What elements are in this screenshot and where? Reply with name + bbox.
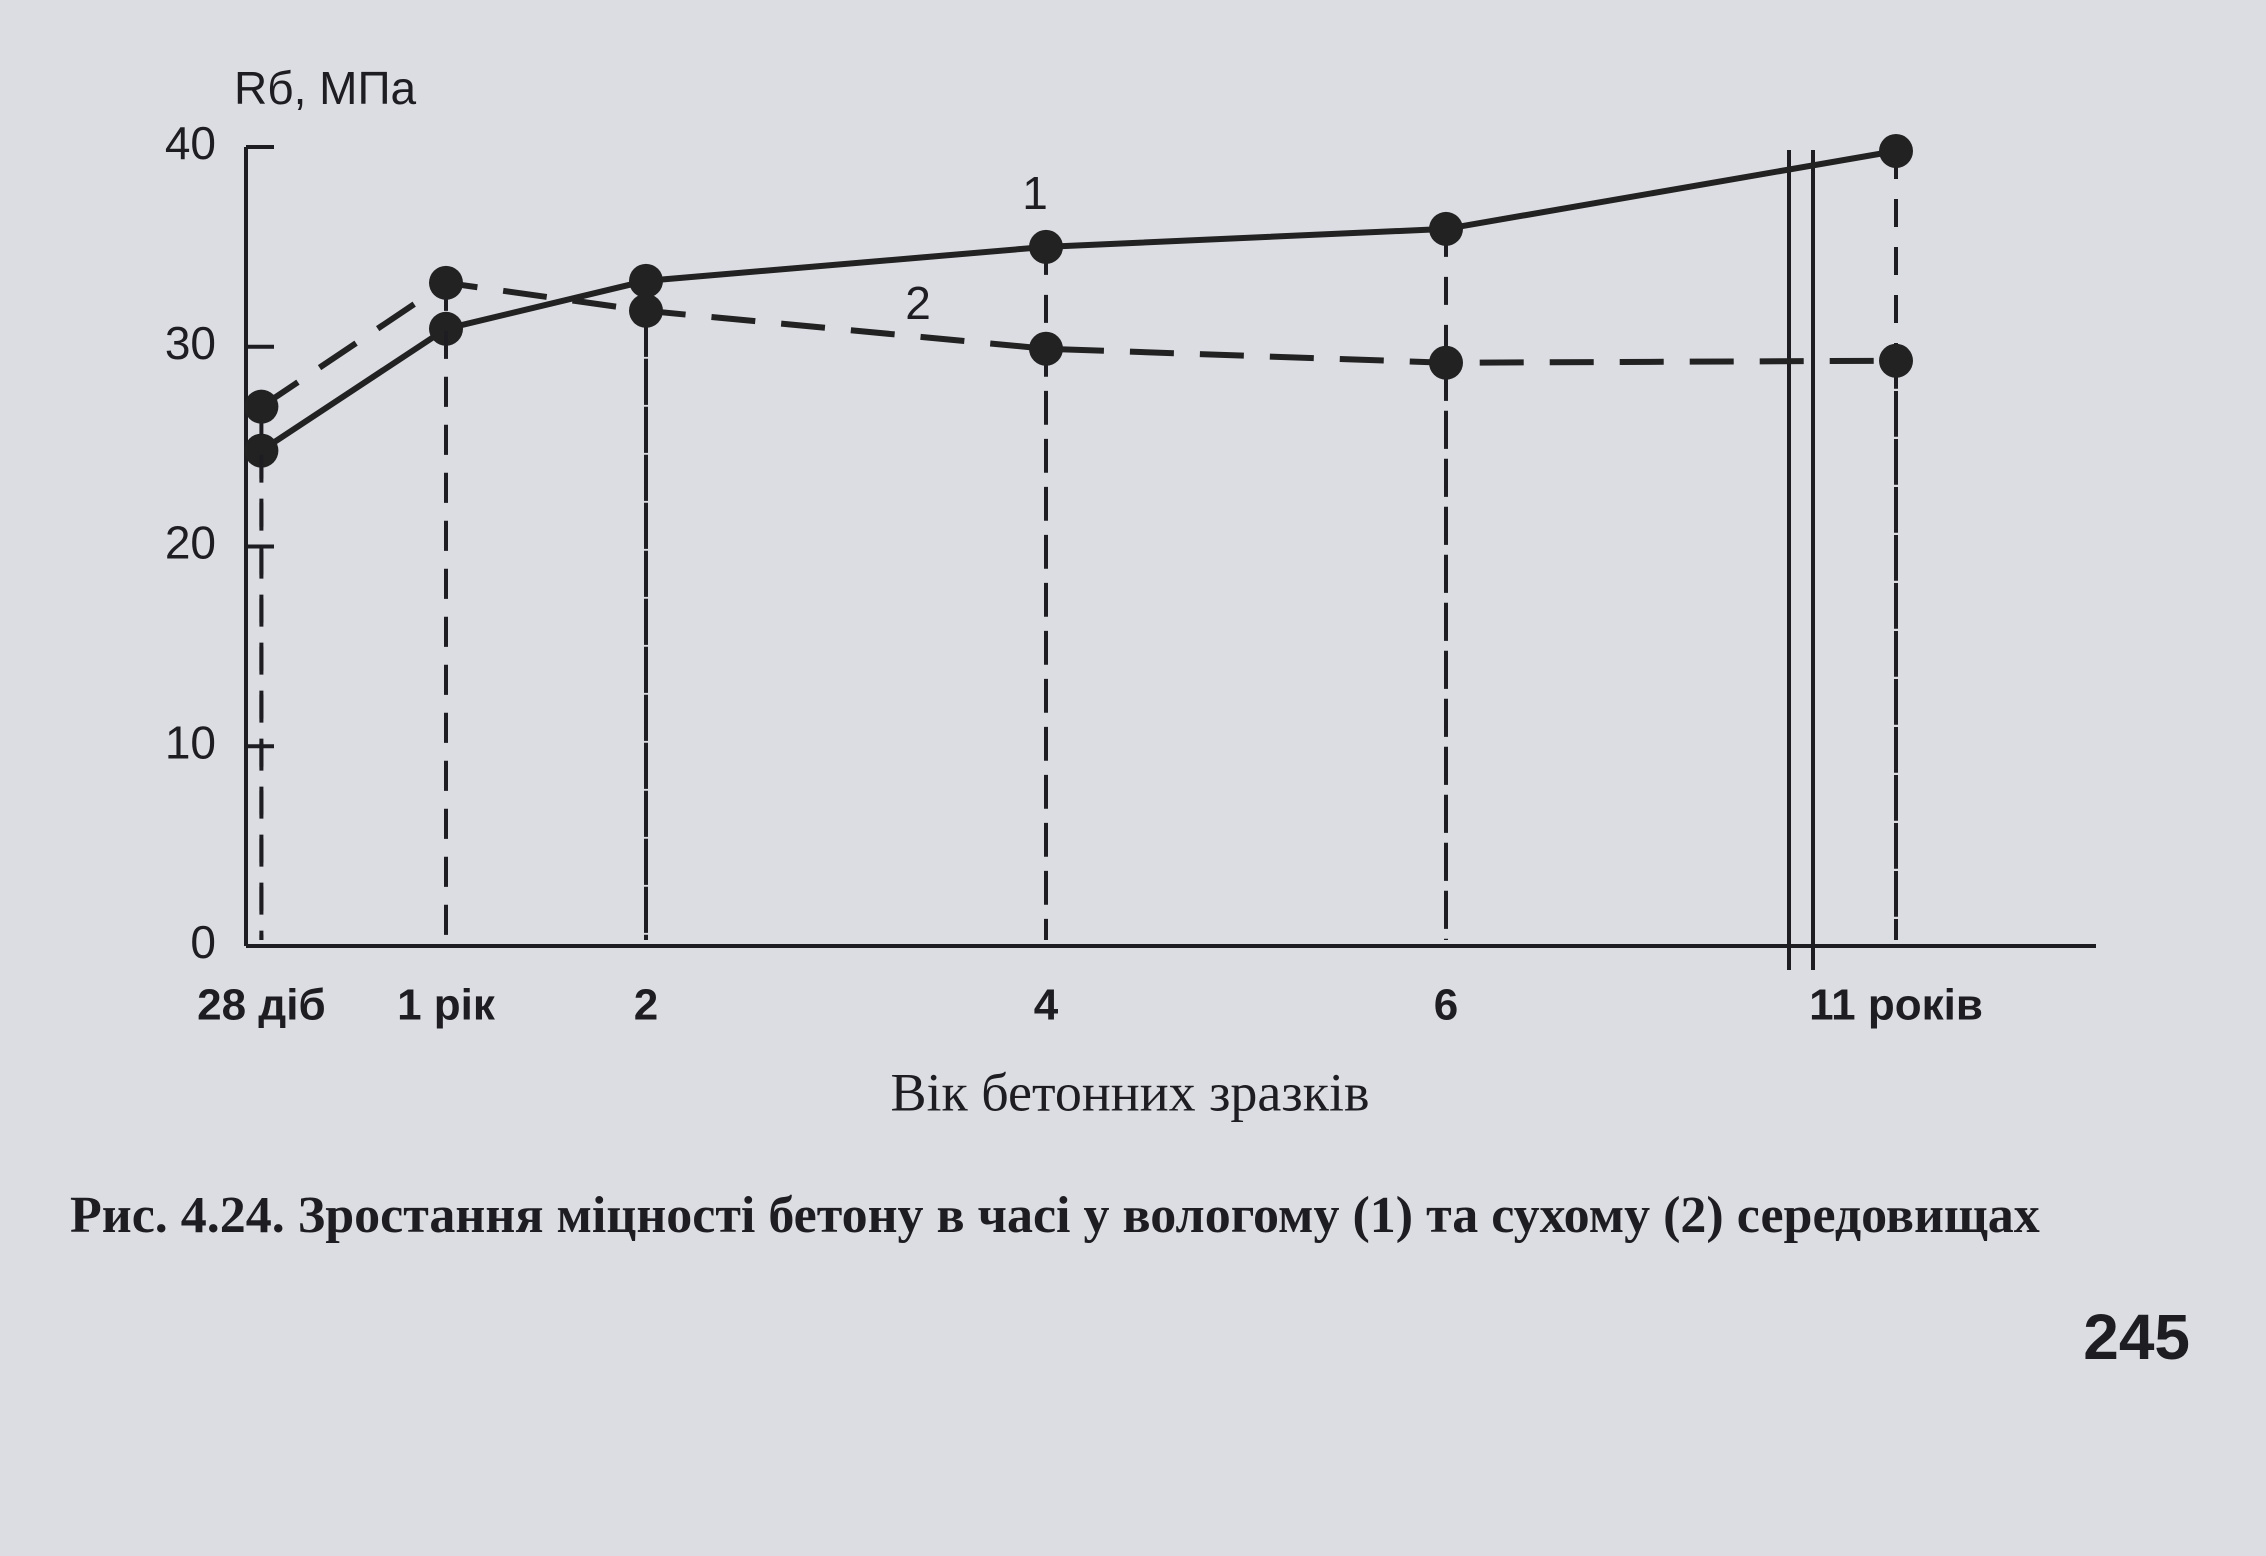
x-tick-label: 28 діб xyxy=(197,981,326,1030)
series-label: 1 xyxy=(1022,167,1048,219)
point xyxy=(244,389,279,424)
y-tick-label: 10 xyxy=(165,716,216,768)
point xyxy=(244,433,279,468)
y-tick-label: 40 xyxy=(165,117,216,169)
series-line xyxy=(259,279,1897,410)
point xyxy=(1429,211,1463,246)
x-tick-label: 11 років xyxy=(1809,981,1983,1030)
x-tick-label: 2 xyxy=(634,981,658,1030)
point xyxy=(1029,229,1063,264)
series-label: 2 xyxy=(905,277,931,329)
point xyxy=(629,293,663,328)
caption: Рис. 4.24. Зростання міцності бетону в ч… xyxy=(70,1187,2040,1244)
y-tick-label: 20 xyxy=(165,517,216,569)
y-axis-title: Rб, МПа xyxy=(234,62,417,114)
point xyxy=(1879,133,1913,168)
point xyxy=(429,311,463,346)
x-tick-label: 1 рік xyxy=(397,981,496,1030)
point xyxy=(429,265,463,300)
y-tick-label: 30 xyxy=(165,317,216,369)
page-number: 245 xyxy=(2083,1301,2190,1373)
x-axis-title: Вік бетонних зразків xyxy=(891,1062,1370,1122)
point xyxy=(1879,343,1913,378)
point xyxy=(629,263,663,298)
x-tick-label: 4 xyxy=(1034,981,1059,1030)
point xyxy=(1029,331,1063,366)
point xyxy=(1429,345,1463,380)
series-line xyxy=(259,148,1897,454)
y-tick-label: 0 xyxy=(190,916,216,968)
x-tick-label: 6 xyxy=(1434,981,1458,1030)
